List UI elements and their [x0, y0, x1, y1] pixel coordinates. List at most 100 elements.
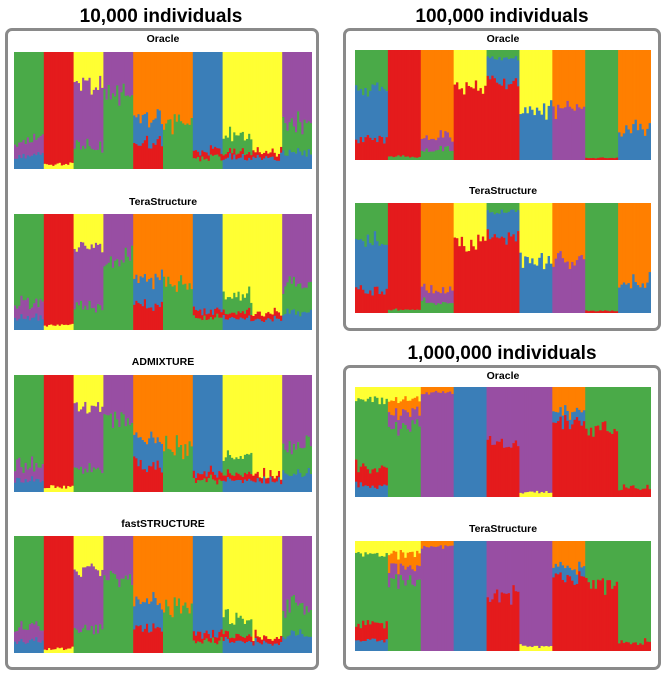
bar-g1m-p1-pop3-c2-blue [458, 541, 462, 651]
bar-g1m-p0-pop4-c5-purple [498, 387, 502, 443]
bar-g1m-p0-pop0-c1-blue [357, 487, 361, 497]
bar-g10k-p3-pop9-c4-purple [290, 536, 294, 597]
bar-g100k-p0-pop3-c13-red [484, 85, 487, 160]
bar-g10k-p0-pop9-c6-purple [294, 52, 298, 133]
bar-g10k-p0-pop0-c10-blue [35, 155, 38, 169]
bar-g100k-p0-pop4-c7-blue [503, 57, 506, 79]
bar-g10k-p3-pop8-c11-red [275, 637, 279, 644]
bar-g10k-p3-pop6-c9-blue [211, 536, 215, 631]
bar-g10k-p0-pop9-c0-green [282, 116, 285, 151]
bar-g100k-p1-pop8-c8-blue [636, 285, 640, 313]
bar-g1m-p1-pop7-c6-red [599, 580, 603, 651]
bar-g10k-p0-pop9-c10-blue [303, 150, 307, 169]
bar-g10k-p1-pop6-c5-blue [203, 214, 206, 309]
bar-g1m-p0-pop6-c9-red [573, 419, 577, 497]
bar-g10k-p0-pop7-c4-yellow [231, 52, 234, 142]
bar-g10k-p0-pop3-c11-green [126, 95, 130, 169]
bar-g10k-p3-pop9-c5-purple [292, 536, 296, 596]
bar-g10k-p0-pop6-c0-green [192, 158, 196, 169]
bar-g1m-p1-pop0-c0-green [355, 552, 358, 628]
bar-g10k-p2-pop0-c9-blue [33, 481, 36, 492]
chart-10k-admixture [14, 375, 312, 492]
bar-g10k-p0-pop5-c1-green [165, 123, 168, 169]
bar-g1m-p0-pop1-c0-green [387, 426, 391, 497]
bar-g10k-p2-pop1-c0-red [43, 375, 47, 489]
bar-g10k-p0-pop7-c9-yellow [241, 52, 245, 133]
bar-g10k-p0-pop8-c4-yellow [260, 52, 264, 155]
bar-g1m-p1-pop6-c2-orange [557, 541, 560, 567]
bar-g100k-p0-pop2-c1-orange [423, 50, 426, 139]
bar-g10k-p0-pop4-c6-red [145, 135, 149, 169]
bar-g10k-p1-pop7-c4-yellow [231, 214, 234, 299]
bar-g100k-p1-pop8-c2-blue [622, 282, 626, 313]
bar-g100k-p0-pop1-c8-green [406, 156, 410, 160]
bar-g100k-p1-pop2-c4-green [430, 302, 433, 313]
bar-g1m-p1-pop1-c10-orange [411, 551, 415, 570]
bar-g10k-p2-pop9-c2-blue [286, 474, 289, 492]
bar-g1m-p0-pop5-c12-purple [547, 387, 551, 494]
bar-g10k-p0-pop4-c7-red [148, 148, 151, 169]
bar-g100k-p1-pop2-c2-orange [425, 203, 429, 291]
bar-g10k-p1-pop8-c0-yellow [252, 214, 255, 317]
bar-g10k-p0-pop4-c8-blue [150, 122, 153, 149]
bar-g100k-p1-pop0-c12-red [383, 294, 386, 313]
bar-g100k-p1-pop2-c0-purple [420, 286, 424, 302]
bar-g100k-p0-pop3-c9-red [474, 80, 478, 160]
bar-g10k-p2-pop9-c12-green [307, 436, 311, 469]
bar-g100k-p1-pop7-c1-green [587, 203, 591, 312]
bar-g100k-p1-pop4-c13-green [517, 203, 520, 211]
bar-g1m-p1-pop0-c3-green [362, 556, 365, 622]
bar-g10k-p2-pop7-c6-yellow [235, 375, 238, 458]
bar-g1m-p0-pop8-c13-red [648, 489, 651, 497]
bar-g10k-p0-pop4-c1-blue [135, 117, 138, 145]
bar-g10k-p0-pop3-c11-purple [126, 52, 130, 96]
bar-g100k-p0-pop6-c10-purple [575, 104, 579, 160]
bar-g1m-p1-pop1-c13-yellow [418, 541, 422, 554]
bar-g1m-p0-pop5-c11-yellow [545, 491, 549, 497]
bar-g10k-p1-pop4-c6-red [145, 308, 149, 330]
bar-g1m-p0-pop5-c7-purple [535, 387, 539, 492]
bar-g1m-p0-pop1-c12-purple [416, 406, 419, 420]
bar-g10k-p0-pop7-c11-yellow [246, 52, 249, 140]
bar-g1m-p1-pop7-c10-green [608, 541, 612, 581]
bar-g1m-p1-pop4-c2-red [491, 599, 494, 651]
bar-g1m-p1-pop8-c11-green [643, 541, 647, 639]
bar-g1m-p0-pop0-c3-green [362, 399, 365, 464]
bar-g100k-p1-pop8-c9-blue [639, 287, 642, 313]
bar-g10k-p1-pop4-c12-red [158, 307, 162, 330]
bar-g10k-p2-pop8-c7-yellow [267, 375, 270, 479]
bar-g10k-p1-pop9-c9-blue [301, 312, 304, 330]
bar-g10k-p2-pop4-c11-orange [156, 375, 160, 438]
bar-g10k-p0-pop8-c2-red [256, 147, 260, 156]
bar-g10k-p2-pop7-c3-yellow [228, 375, 232, 456]
bar-g1m-p1-pop0-c2-red [359, 628, 363, 642]
bar-g10k-p2-pop4-c1-red [135, 458, 138, 492]
bar-g10k-p3-pop1-c12-red [69, 536, 72, 649]
bar-g100k-p1-pop2-c5-orange [432, 203, 436, 294]
bar-g10k-p3-pop5-c7-green [177, 598, 181, 653]
bar-g100k-p0-pop6-c10-orange [575, 50, 579, 105]
bar-g10k-p1-pop9-c7-purple [297, 214, 300, 285]
bar-g10k-p1-pop7-c12-yellow [248, 214, 251, 287]
bar-g100k-p0-pop8-c0-orange [618, 50, 621, 133]
bar-g100k-p1-pop1-c9-green [409, 309, 412, 313]
bar-g10k-p3-pop3-c5-green [114, 574, 117, 653]
bar-g1m-p0-pop6-c4-red [561, 429, 565, 497]
bar-g10k-p0-pop2-c10-green [94, 150, 98, 169]
bar-g1m-p0-pop8-c2-red [622, 484, 626, 497]
bar-g1m-p0-pop2-c5-orange [432, 387, 436, 393]
bar-g10k-p2-pop5-c4-green [171, 451, 175, 492]
bar-g100k-p0-pop5-c12-blue [547, 105, 551, 160]
bar-g100k-p1-pop7-c11-green [611, 203, 614, 311]
bar-g10k-p0-pop9-c7-green [297, 111, 300, 149]
bar-g100k-p0-pop5-c1-blue [521, 113, 525, 160]
bar-g10k-p2-pop7-c4-yellow [231, 375, 234, 459]
bar-g10k-p2-pop6-c0-blue [192, 375, 196, 472]
bar-g10k-p0-pop0-c2-purple [18, 142, 21, 156]
bar-g10k-p1-pop6-c11-red [216, 307, 219, 314]
bar-g10k-p0-pop8-c4-blue [260, 159, 264, 169]
bar-g10k-p2-pop4-c2-red [137, 466, 140, 492]
bar-g10k-p0-pop5-c4-green [171, 134, 175, 169]
bar-g10k-p2-pop7-c4-blue [231, 480, 234, 492]
bar-g10k-p3-pop9-c4-blue [290, 630, 294, 653]
